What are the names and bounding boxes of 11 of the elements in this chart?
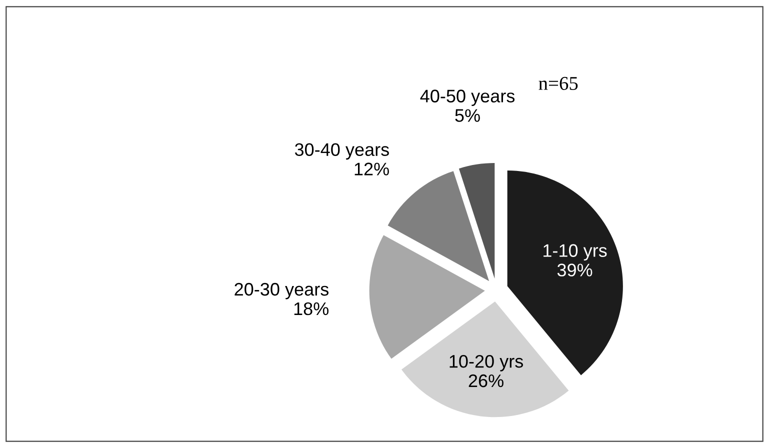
data-label: 26% <box>468 374 504 388</box>
data-label: 12% <box>354 162 389 176</box>
slice-label: 30-40 years <box>294 143 389 160</box>
data-label: 18% <box>294 302 329 316</box>
slice-label: 10-20 yrs <box>450 354 524 372</box>
text: n=65 <box>538 76 578 90</box>
data-label: 39% <box>557 264 592 276</box>
slice-label: 20-30 years <box>234 282 329 300</box>
slice-label: 40-50 years <box>420 90 515 106</box>
slice-label: 1-10 yrs <box>544 244 607 261</box>
data-label: 5% <box>455 109 480 122</box>
